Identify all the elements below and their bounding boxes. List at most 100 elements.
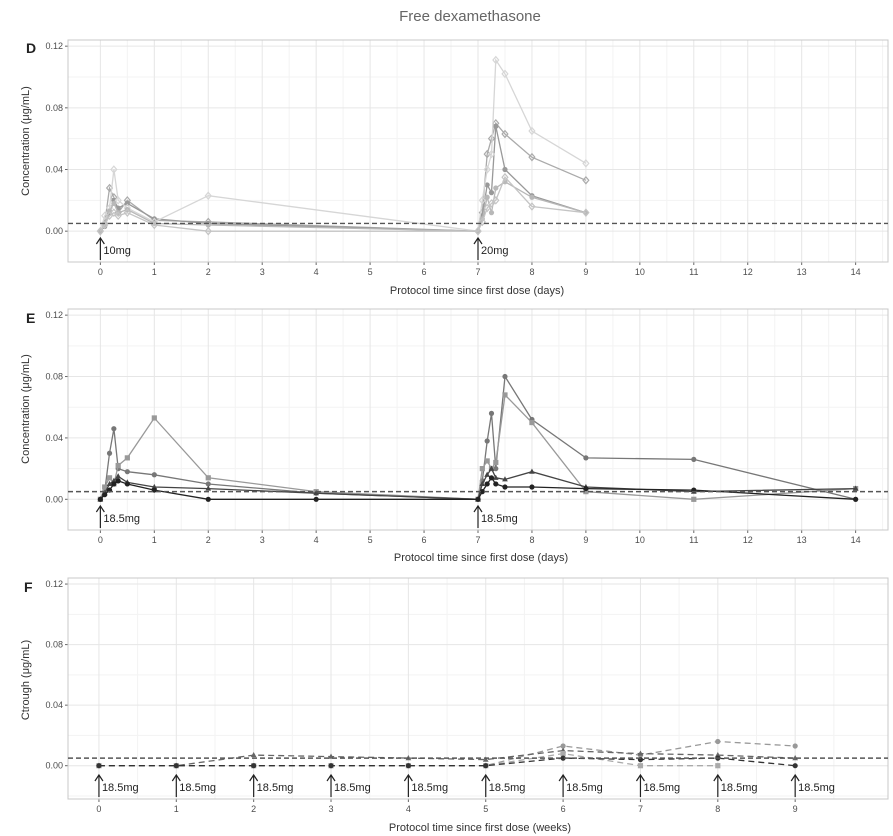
x-tick-label: 9 [583, 535, 588, 545]
data-point [528, 152, 536, 162]
dose-arrowhead [94, 773, 104, 782]
x-tick-label: 6 [561, 804, 566, 814]
data-point [488, 410, 495, 416]
figure-title: Free dexamethasone [399, 8, 541, 25]
data-point [714, 751, 721, 758]
data-point [111, 481, 117, 487]
data-point [124, 455, 130, 461]
data-point [114, 196, 122, 205]
data-point [493, 466, 499, 472]
data-point [529, 484, 535, 490]
dose-label: 18.5mg [334, 782, 371, 794]
y-tick-label: 0.04 [45, 700, 63, 710]
x-tick-label: 11 [689, 535, 698, 545]
y-axis-label: Concentration (μg/mL) [20, 86, 32, 196]
series-line [98, 757, 796, 767]
dose-label: 18.5mg [102, 782, 139, 794]
data-point [529, 194, 535, 200]
data-point [475, 496, 481, 502]
data-point [97, 496, 103, 502]
dose-arrowhead [249, 773, 259, 782]
data-point [251, 763, 257, 769]
x-tick-label: 0 [96, 804, 101, 814]
x-tick-label: 4 [406, 804, 411, 814]
data-point [493, 459, 499, 466]
data-point [637, 763, 644, 769]
x-tick-label: 1 [174, 804, 179, 814]
data-point [479, 489, 485, 495]
x-tick-label: 14 [851, 267, 861, 277]
data-point [484, 182, 490, 188]
x-tick-label: 8 [529, 535, 534, 545]
data-point [482, 756, 489, 762]
data-point [502, 373, 508, 380]
data-point [205, 485, 212, 491]
dose-label: 18.5mg [481, 513, 518, 525]
series-line [98, 740, 796, 767]
series-line [99, 57, 587, 232]
data-point [488, 475, 495, 481]
dose-label: 18.5mg [643, 782, 680, 794]
data-point [151, 483, 158, 490]
data-point [583, 455, 589, 461]
dose-arrowhead [558, 773, 568, 782]
data-point [124, 469, 130, 475]
data-point [111, 200, 117, 207]
data-point [484, 471, 491, 477]
x-tick-label: 12 [743, 267, 753, 277]
dose-arrowhead [95, 504, 105, 513]
x-axis-label: Protocol time since first dose (days) [390, 285, 564, 297]
x-tick-label: 10 [635, 267, 645, 277]
data-point [488, 190, 495, 196]
data-point [582, 159, 590, 168]
data-point [110, 208, 118, 217]
data-point [484, 458, 490, 464]
x-tick-label: 0 [98, 267, 103, 277]
dose-arrowhead [481, 773, 491, 782]
x-tick-label: 8 [529, 267, 534, 277]
x-tick-label: 5 [368, 267, 373, 277]
x-tick-label: 13 [797, 267, 807, 277]
data-point [529, 419, 535, 426]
data-point [487, 149, 496, 159]
dose-arrowhead [635, 773, 645, 782]
data-point [852, 485, 859, 491]
dose-arrowhead [171, 773, 181, 782]
data-point [250, 751, 257, 758]
data-point [205, 475, 211, 481]
data-point [501, 172, 509, 182]
y-tick-label: 0.08 [45, 103, 63, 113]
panel-letter: E [26, 310, 35, 326]
y-tick-label: 0.00 [45, 226, 63, 236]
data-point [493, 123, 499, 129]
y-tick-label: 0.00 [45, 761, 63, 771]
x-tick-label: 4 [314, 535, 319, 545]
x-tick-label: 7 [475, 535, 480, 545]
data-point [313, 496, 319, 502]
panel-letter: F [24, 579, 33, 595]
data-point [478, 217, 486, 227]
data-point [151, 472, 157, 478]
data-point [637, 750, 644, 756]
x-tick-label: 1 [152, 535, 157, 545]
data-point [501, 129, 509, 139]
data-point [487, 199, 496, 208]
x-tick-label: 3 [329, 804, 334, 814]
x-tick-label: 13 [797, 535, 807, 545]
data-point [501, 69, 509, 79]
data-point [483, 203, 491, 213]
data-point [483, 763, 489, 769]
x-tick-label: 7 [638, 804, 643, 814]
data-point [484, 481, 490, 487]
data-point [502, 392, 508, 398]
dose-label: 18.5mg [566, 782, 603, 794]
data-point [583, 485, 589, 492]
data-point [560, 750, 566, 757]
x-tick-label: 5 [368, 535, 373, 545]
dose-label: 10mg [103, 245, 131, 257]
data-point [96, 226, 105, 236]
data-point [529, 468, 535, 474]
data-point [502, 484, 508, 490]
y-tick-label: 0.00 [45, 494, 63, 504]
data-point [111, 426, 117, 432]
